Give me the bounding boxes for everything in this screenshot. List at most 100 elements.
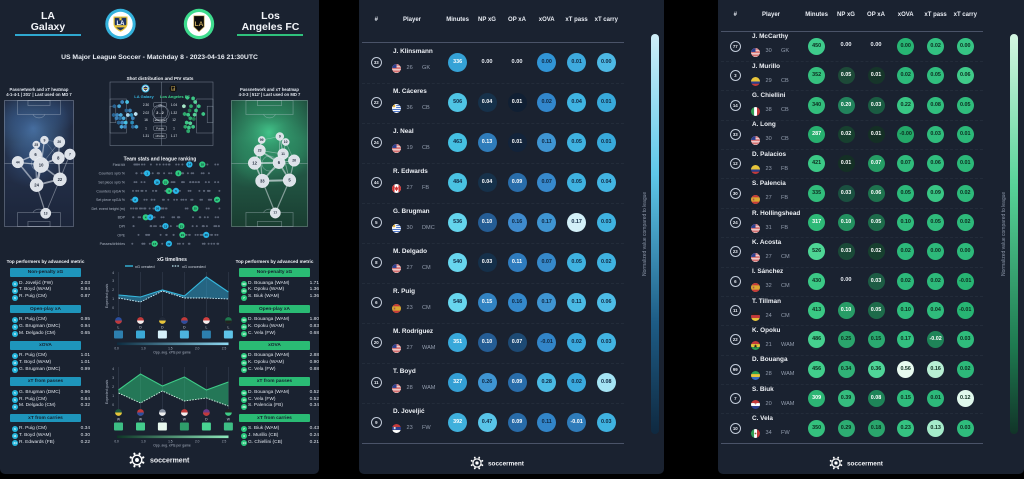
svg-text:9: 9	[279, 135, 281, 139]
svg-text:99: 99	[260, 138, 264, 142]
svg-text:xPoints: xPoints	[155, 134, 165, 138]
svg-text:12: 12	[252, 161, 257, 166]
svg-text:L: L	[227, 326, 229, 330]
svg-text:0: 0	[112, 306, 114, 310]
svg-text:W: W	[227, 418, 231, 422]
svg-text:13: 13	[44, 212, 48, 216]
svg-text:33: 33	[260, 178, 265, 183]
svg-text:BDP: BDP	[118, 216, 126, 220]
svg-text:24: 24	[34, 183, 39, 188]
svg-text:0: 0	[112, 403, 114, 407]
svg-text:21: 21	[180, 224, 184, 228]
svg-text:xG conceded: xG conceded	[182, 264, 206, 269]
svg-text:2: 2	[112, 288, 114, 292]
svg-text:Expected goals: Expected goals	[105, 380, 109, 405]
svg-text:soccerment: soccerment	[488, 460, 525, 467]
svg-text:2.0: 2.0	[195, 440, 200, 444]
svg-text:soccerment: soccerment	[150, 458, 190, 465]
svg-text:LA: LA	[171, 87, 175, 91]
svg-text:8: 8	[178, 172, 180, 176]
svg-text:25: 25	[34, 143, 38, 147]
svg-text:0.0: 0.0	[114, 347, 119, 351]
svg-text:18: 18	[201, 163, 205, 167]
svg-text:6: 6	[150, 216, 152, 220]
svg-text:soccerment: soccerment	[847, 460, 884, 467]
svg-text:20: 20	[156, 207, 160, 211]
svg-text:3: 3	[112, 279, 114, 283]
svg-text:Los Angeles FC: Los Angeles FC	[160, 94, 190, 99]
svg-text:DPI: DPI	[119, 225, 125, 229]
svg-text:1.0: 1.0	[141, 440, 146, 444]
svg-text:1.5: 1.5	[168, 440, 173, 444]
svg-text:LA: LA	[195, 21, 204, 28]
svg-text:5: 5	[175, 189, 177, 193]
svg-text:1: 1	[112, 297, 114, 301]
svg-text:2.0: 2.0	[195, 347, 200, 351]
svg-text:25: 25	[194, 207, 198, 211]
svg-text:1: 1	[112, 394, 114, 398]
svg-text:D: D	[139, 326, 142, 330]
svg-text:1.0: 1.0	[141, 347, 146, 351]
svg-text:24: 24	[181, 233, 185, 237]
svg-text:W: W	[183, 418, 187, 422]
svg-text:Counters xpGA %: Counters xpGA %	[96, 189, 125, 193]
svg-text:28: 28	[205, 233, 209, 237]
svg-text:14: 14	[188, 163, 192, 167]
svg-text:xG created: xG created	[135, 264, 155, 269]
svg-text:Team stats and league ranking: Team stats and league ranking	[124, 157, 197, 163]
svg-text:2: 2	[134, 198, 136, 202]
svg-text:Set piece xpGA %: Set piece xpGA %	[96, 198, 126, 202]
svg-text:LA Galaxy: LA Galaxy	[134, 94, 154, 99]
svg-text:4: 4	[112, 271, 114, 275]
svg-text:W: W	[117, 418, 121, 422]
svg-text:Set piece xpG %: Set piece xpG %	[98, 181, 126, 185]
svg-text:D: D	[183, 326, 186, 330]
svg-text:2.5: 2.5	[222, 440, 227, 444]
svg-text:Def. event height (m): Def. event height (m)	[91, 207, 125, 211]
svg-text:0.0: 0.0	[114, 440, 119, 444]
svg-text:20: 20	[57, 140, 61, 144]
svg-text:2: 2	[112, 385, 114, 389]
svg-text:1.32: 1.32	[171, 111, 177, 115]
svg-text:4: 4	[168, 189, 170, 193]
svg-text:Opp. avg. xPts per game: Opp. avg. xPts per game	[153, 351, 191, 355]
svg-text:2.02: 2.02	[143, 111, 149, 115]
svg-text:Field tilt: Field tilt	[113, 163, 125, 167]
svg-text:OPE: OPE	[117, 233, 125, 237]
svg-text:D: D	[205, 418, 208, 422]
svg-text:22: 22	[167, 242, 171, 246]
svg-text:77: 77	[273, 211, 277, 215]
svg-text:6: 6	[278, 160, 281, 165]
svg-text:5: 5	[288, 178, 291, 183]
svg-text:11: 11	[281, 152, 285, 156]
svg-text:3: 3	[112, 376, 114, 380]
svg-text:attempts: attempts	[155, 118, 166, 122]
svg-text:2.30: 2.30	[143, 103, 149, 107]
svg-text:44: 44	[16, 160, 20, 164]
svg-text:23: 23	[258, 149, 262, 153]
svg-text:1: 1	[145, 126, 147, 130]
svg-text:26: 26	[292, 159, 296, 163]
svg-text:xG timelines: xG timelines	[157, 257, 187, 263]
svg-text:13: 13	[164, 224, 168, 228]
svg-text:1.5: 1.5	[168, 347, 173, 351]
svg-text:7: 7	[69, 153, 71, 157]
svg-text:16: 16	[144, 118, 148, 122]
svg-text:1.31: 1.31	[143, 134, 149, 138]
svg-text:L: L	[205, 326, 207, 330]
svg-text:D: D	[161, 418, 164, 422]
svg-text:Counters xpG %: Counters xpG %	[99, 172, 126, 176]
svg-text:1: 1	[146, 172, 148, 176]
svg-text:Passes/dribbles: Passes/dribbles	[100, 242, 126, 246]
svg-text:1: 1	[173, 126, 175, 130]
svg-text:9: 9	[43, 138, 45, 142]
svg-text:LA: LA	[117, 21, 126, 27]
svg-text:W: W	[139, 418, 143, 422]
svg-text:6: 6	[34, 152, 37, 157]
svg-text:4: 4	[112, 367, 114, 371]
svg-text:16: 16	[155, 180, 159, 184]
svg-text:10: 10	[284, 140, 288, 144]
svg-text:Expected goals: Expected goals	[105, 284, 109, 309]
svg-text:Points: Points	[156, 126, 164, 130]
svg-text:L: L	[118, 326, 120, 330]
